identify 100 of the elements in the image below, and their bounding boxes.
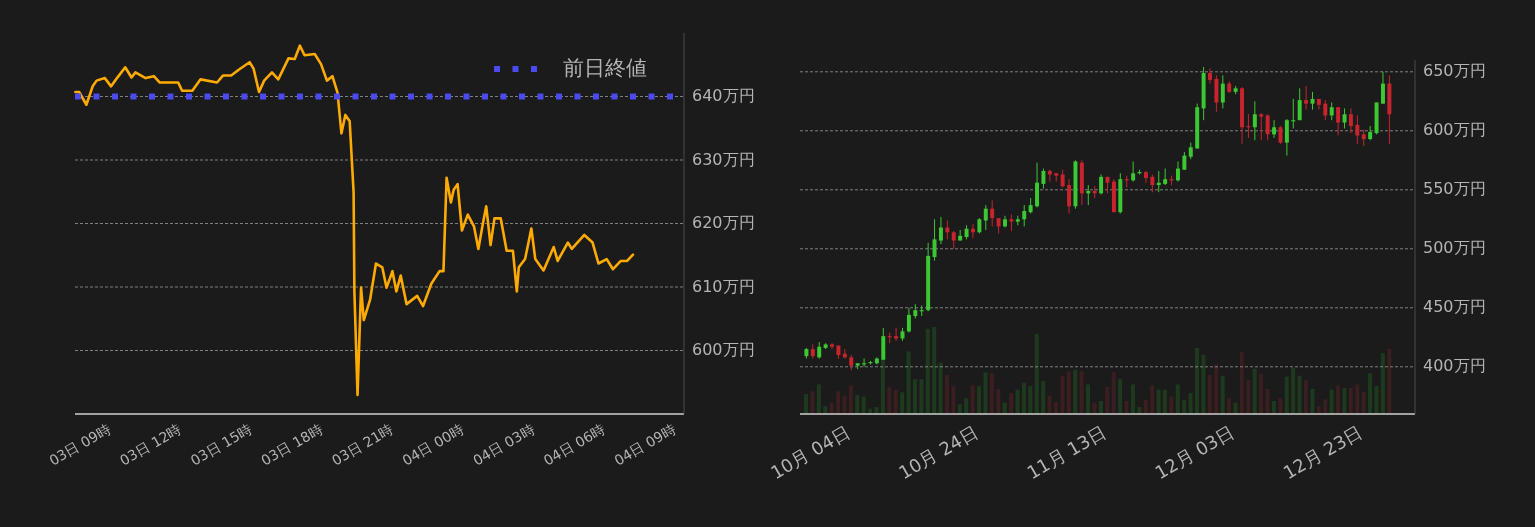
bar	[925, 328, 930, 414]
bar	[977, 386, 982, 414]
bar	[1034, 333, 1039, 414]
bar	[842, 395, 847, 414]
bar	[1374, 386, 1379, 414]
bar	[1047, 395, 1052, 414]
candlestick	[1265, 113, 1270, 141]
candlestick	[1284, 118, 1289, 157]
bar	[855, 394, 860, 414]
candlestick	[1380, 71, 1385, 105]
bar	[1252, 368, 1257, 414]
bar	[1220, 375, 1225, 414]
bar	[1303, 380, 1308, 414]
bar	[1098, 400, 1103, 414]
candlestick	[1342, 107, 1347, 129]
bar	[1278, 398, 1283, 414]
bar	[1284, 376, 1289, 414]
bar	[996, 388, 1001, 414]
bar	[1291, 367, 1296, 414]
candlestick	[1348, 107, 1353, 134]
x-tick-label: 10月 24日	[895, 421, 982, 484]
bar	[1143, 400, 1148, 414]
candlestick	[1259, 112, 1264, 141]
candlestick	[1022, 204, 1027, 227]
x-tick-label: 03日 15時	[187, 420, 255, 469]
bar	[989, 373, 994, 414]
x-tick-label: 03日 09時	[46, 420, 114, 469]
bar	[1060, 375, 1065, 414]
bar	[1066, 371, 1071, 414]
candlestick	[1336, 106, 1341, 137]
candlestick	[906, 307, 911, 334]
y-tick-label: 500万円	[1423, 238, 1486, 258]
bar	[1207, 374, 1212, 414]
bar	[893, 389, 898, 414]
y-tick-label: 610万円	[692, 276, 755, 296]
bar	[1015, 389, 1020, 414]
bar	[1227, 398, 1232, 414]
bar	[1323, 399, 1328, 414]
candlestick	[1220, 74, 1225, 109]
bar	[1169, 396, 1174, 414]
x-tick-label: 04日 09時	[611, 420, 679, 469]
bar	[1329, 389, 1334, 414]
bar	[919, 379, 924, 414]
bar	[964, 398, 969, 414]
bar	[906, 351, 911, 414]
y-tick-label: 600万円	[1423, 120, 1486, 140]
y-tick-label: 630万円	[692, 149, 755, 169]
bar	[810, 391, 815, 414]
bar	[951, 386, 956, 414]
candlestick	[1041, 168, 1046, 190]
bar	[1162, 389, 1167, 414]
candlestick	[1099, 173, 1104, 196]
bar	[1239, 352, 1244, 414]
bar	[1297, 375, 1302, 414]
candlestick	[1316, 98, 1321, 111]
bar	[1073, 369, 1078, 414]
bar	[1079, 371, 1084, 414]
bar	[1342, 387, 1347, 414]
bar	[1368, 373, 1373, 414]
bar	[1156, 389, 1161, 414]
bar	[1214, 364, 1219, 414]
candlestick	[1323, 99, 1328, 121]
bar	[1361, 392, 1366, 414]
bar	[1105, 387, 1110, 414]
bar	[900, 392, 905, 414]
bar	[1150, 385, 1155, 414]
candlestick	[983, 204, 988, 231]
bar	[932, 327, 937, 414]
y-tick-label: 620万円	[692, 213, 755, 232]
y-tick-label: 600万円	[692, 340, 755, 359]
bar	[970, 385, 975, 414]
candlestick	[1272, 119, 1277, 139]
candlestick	[1067, 178, 1072, 214]
x-tick-label: 03日 21時	[328, 420, 396, 469]
x-tick-label: 12月 03日	[1151, 421, 1238, 484]
x-tick-label: 12月 23日	[1279, 421, 1366, 484]
bar	[1380, 353, 1385, 414]
candlestick	[990, 199, 995, 227]
candlestick	[1143, 170, 1148, 184]
bar	[1086, 384, 1091, 414]
bar	[1355, 384, 1360, 414]
bar	[1271, 400, 1276, 414]
x-tick-label: 03日 18時	[258, 420, 326, 469]
bar	[1130, 384, 1135, 414]
x-tick-label: 04日 03時	[470, 420, 538, 469]
bar	[887, 387, 892, 414]
x-tick-label: 04日 00時	[399, 420, 467, 469]
bar	[1259, 373, 1264, 414]
x-tick-label: 03日 12時	[117, 420, 185, 469]
y-tick-label: 650万円	[1423, 61, 1486, 81]
bar	[1201, 354, 1206, 414]
candlestick	[932, 218, 937, 262]
bar	[945, 374, 950, 414]
y-tick-label: 400万円	[1423, 356, 1486, 376]
candlestick	[1304, 85, 1309, 111]
bar	[1041, 380, 1046, 414]
candlestick	[1297, 87, 1302, 121]
bar	[1348, 387, 1353, 414]
bar	[983, 372, 988, 414]
candlestick	[1175, 160, 1180, 183]
